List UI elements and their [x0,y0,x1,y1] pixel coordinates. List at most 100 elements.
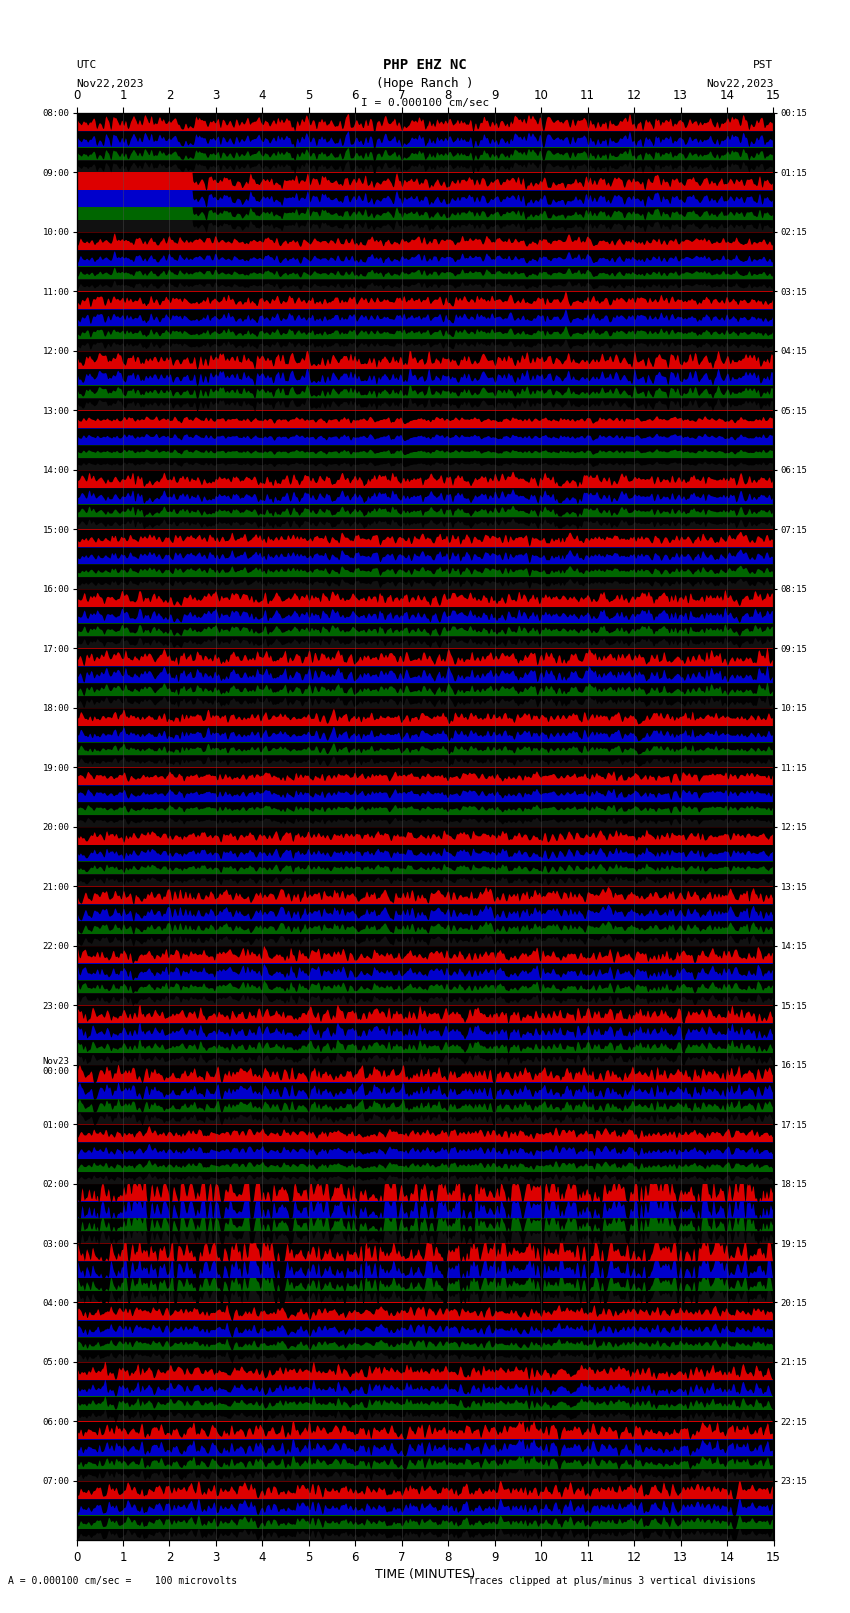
Bar [76,147,774,161]
Text: UTC: UTC [76,60,97,69]
Bar [76,219,774,232]
Bar [76,1142,774,1158]
Bar [76,410,774,427]
Bar [76,742,774,755]
Bar [76,529,774,547]
Bar [76,518,774,529]
Bar [76,1218,774,1231]
Bar [76,934,774,945]
Bar [76,113,774,131]
Bar [76,1457,774,1469]
Text: I = 0.000100 cm/sec: I = 0.000100 cm/sec [361,98,489,108]
Bar [76,1244,774,1261]
Bar [76,1261,774,1277]
Bar [76,1158,774,1171]
Bar [76,1350,774,1361]
Bar [76,310,774,326]
X-axis label: TIME (MINUTES): TIME (MINUTES) [375,1568,475,1581]
Bar [76,1065,774,1082]
Bar [76,786,774,802]
Bar [76,861,774,874]
Bar [76,755,774,768]
Bar [76,190,774,206]
Bar [76,1082,774,1098]
Bar [76,963,774,981]
Bar [76,708,774,726]
Bar [76,1124,774,1142]
Bar [76,682,774,695]
Bar [76,326,774,339]
Bar [76,1337,774,1350]
Bar [76,886,774,903]
Bar [76,1481,774,1498]
Bar [76,1303,774,1321]
Bar [76,279,774,292]
Bar [76,945,774,963]
Bar [76,1005,774,1023]
Bar [76,565,774,577]
Bar [76,874,774,886]
Bar [76,1290,774,1303]
Bar [76,427,774,445]
Bar [76,1053,774,1065]
Bar [76,768,774,786]
Bar [76,1171,774,1184]
Bar [76,232,774,250]
Bar [76,266,774,279]
Text: PST: PST [753,60,774,69]
Text: A = 0.000100 cm/sec =    100 microvolts: A = 0.000100 cm/sec = 100 microvolts [8,1576,238,1586]
Bar [76,1023,774,1040]
Bar [76,505,774,518]
Bar [76,1098,774,1113]
Text: (Hope Ranch ): (Hope Ranch ) [377,77,473,90]
Bar [76,1421,774,1439]
Bar [76,606,774,623]
Bar [76,1040,774,1053]
Bar [76,386,774,398]
Bar [76,666,774,682]
Bar [76,726,774,742]
Bar [76,981,774,994]
Bar [76,487,774,505]
Bar [76,173,774,190]
Bar [76,1439,774,1457]
Bar [76,1277,774,1290]
Bar [76,921,774,934]
Bar [76,1379,774,1397]
Bar [76,445,774,458]
Bar [76,1113,774,1124]
Bar [76,648,774,666]
Bar [76,695,774,708]
Bar [76,369,774,386]
Bar [76,623,774,637]
Bar [76,161,774,173]
Bar [76,1410,774,1421]
Bar [76,903,774,921]
Bar [76,352,774,369]
Bar [76,1321,774,1337]
Bar [76,339,774,352]
Bar [76,589,774,606]
Bar [76,131,774,147]
Bar [76,1498,774,1516]
Text: PHP EHZ NC: PHP EHZ NC [383,58,467,71]
Text: Nov22,2023: Nov22,2023 [706,79,774,89]
Bar [76,845,774,861]
Bar [76,1202,774,1218]
Bar [76,1397,774,1410]
Text: Nov22,2023: Nov22,2023 [76,79,144,89]
Bar [76,206,774,219]
Bar [76,547,774,565]
Bar [76,802,774,815]
Bar [76,815,774,827]
Bar [76,398,774,410]
Bar [76,292,774,310]
Bar [76,458,774,469]
Bar [76,827,774,845]
Text: Traces clipped at plus/minus 3 vertical divisions: Traces clipped at plus/minus 3 vertical … [468,1576,756,1586]
Bar [76,1231,774,1244]
Bar [76,1361,774,1379]
Bar [76,1184,774,1202]
Bar [76,469,774,487]
Bar [76,1516,774,1529]
